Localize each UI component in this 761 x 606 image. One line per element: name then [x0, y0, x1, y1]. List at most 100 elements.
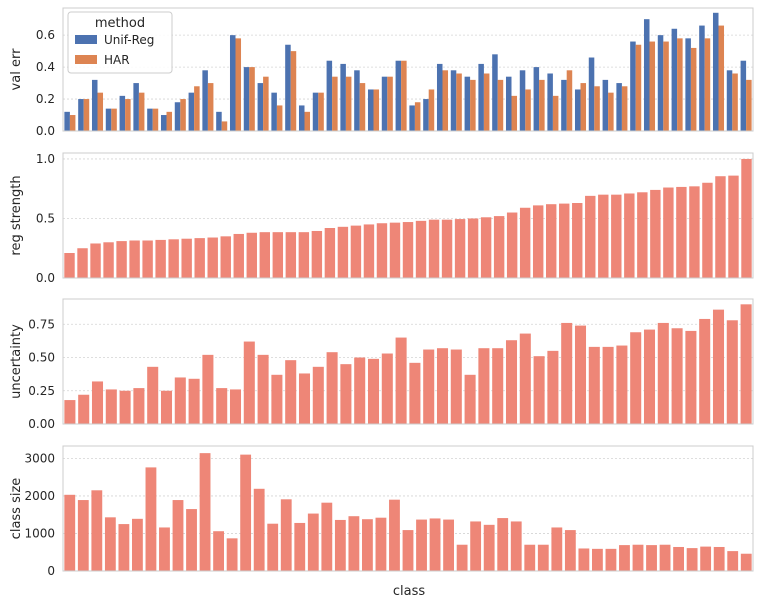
bar: [103, 242, 114, 278]
bar-unif-reg: [685, 38, 691, 132]
bar: [464, 374, 476, 424]
bar: [105, 389, 117, 424]
bar: [619, 545, 630, 571]
bar-unif-reg: [602, 79, 609, 131]
bar: [159, 527, 170, 571]
bar: [450, 349, 462, 424]
bar-har: [539, 79, 545, 131]
bar-unif-reg: [91, 79, 98, 131]
bar-unif-reg: [216, 111, 222, 131]
bar: [172, 500, 184, 571]
bar: [78, 394, 90, 424]
bar: [564, 530, 576, 571]
bar-unif-reg: [174, 102, 181, 131]
bar-unif-reg: [229, 35, 236, 131]
bar: [519, 333, 531, 424]
bar: [480, 217, 492, 278]
bar: [715, 176, 726, 278]
bar: [389, 222, 401, 278]
bar-har: [497, 79, 504, 131]
y-tick-label: 0.50: [28, 351, 55, 365]
plot-frame: [62, 298, 754, 425]
legend-swatch: [75, 55, 97, 64]
bar: [551, 527, 563, 571]
bar: [537, 544, 549, 571]
bar: [362, 519, 373, 571]
bar: [280, 499, 292, 571]
bar-unif-reg: [671, 28, 678, 131]
y-tick-label: 0.75: [28, 317, 55, 331]
bar-har: [69, 115, 76, 131]
y-tick-label: 0.00: [28, 417, 55, 431]
bar-har: [428, 89, 435, 131]
bar: [229, 389, 242, 424]
bar-har: [125, 99, 131, 131]
bar: [559, 203, 570, 278]
bar: [133, 388, 145, 424]
bar: [588, 346, 600, 424]
bar-unif-reg: [533, 67, 540, 131]
bar: [90, 243, 101, 278]
bar: [624, 193, 635, 278]
bar: [659, 544, 671, 571]
y-tick-label: 3000: [24, 451, 55, 465]
bar: [657, 322, 669, 424]
y-tick-label: 0.5: [36, 211, 55, 225]
bar-unif-reg: [505, 76, 512, 131]
bar: [376, 223, 388, 278]
bar: [524, 544, 536, 571]
bar-har: [470, 79, 476, 131]
bar-unif-reg: [630, 41, 636, 131]
bar-har: [138, 92, 145, 131]
bar: [298, 373, 311, 424]
bar: [375, 517, 387, 571]
bar-har: [166, 111, 173, 131]
bar-har: [732, 73, 738, 131]
y-tick-label: 0.0: [36, 124, 55, 138]
bar-har: [746, 79, 752, 131]
bar-har: [111, 108, 117, 131]
bar-har: [401, 60, 407, 131]
bar: [181, 238, 192, 278]
bar: [155, 239, 166, 278]
bar: [727, 551, 739, 571]
bar: [456, 544, 468, 571]
bar: [646, 545, 657, 571]
bar: [699, 318, 711, 424]
legend-title: method: [95, 16, 145, 31]
bar-har: [649, 41, 656, 131]
bar: [240, 454, 252, 571]
bar-unif-reg: [436, 63, 443, 132]
bar-unif-reg: [478, 63, 484, 132]
bar: [145, 467, 157, 571]
bar: [142, 240, 153, 278]
bar: [147, 366, 159, 424]
bar: [605, 548, 617, 571]
bar: [415, 220, 427, 278]
bar-har: [483, 73, 490, 131]
y-tick-label: 1000: [24, 526, 55, 540]
bar-unif-reg: [409, 105, 415, 131]
bar: [188, 378, 200, 424]
bar: [547, 350, 559, 424]
bar-unif-reg: [547, 73, 553, 131]
bar: [700, 546, 712, 571]
bar-unif-reg: [119, 95, 126, 131]
bar: [64, 253, 75, 278]
legend-entry: HAR: [104, 53, 130, 67]
bar: [630, 332, 642, 424]
bar-har: [621, 86, 628, 131]
bar: [118, 524, 130, 571]
bar: [643, 329, 656, 424]
bar-har: [552, 95, 559, 131]
bar-unif-reg: [285, 44, 291, 131]
bar: [226, 538, 238, 571]
bar: [702, 182, 713, 278]
bar-har: [414, 102, 421, 131]
bar-har: [442, 70, 449, 131]
bar: [416, 519, 427, 571]
bar-har: [566, 70, 573, 131]
bar: [213, 531, 224, 571]
bar: [533, 356, 545, 424]
